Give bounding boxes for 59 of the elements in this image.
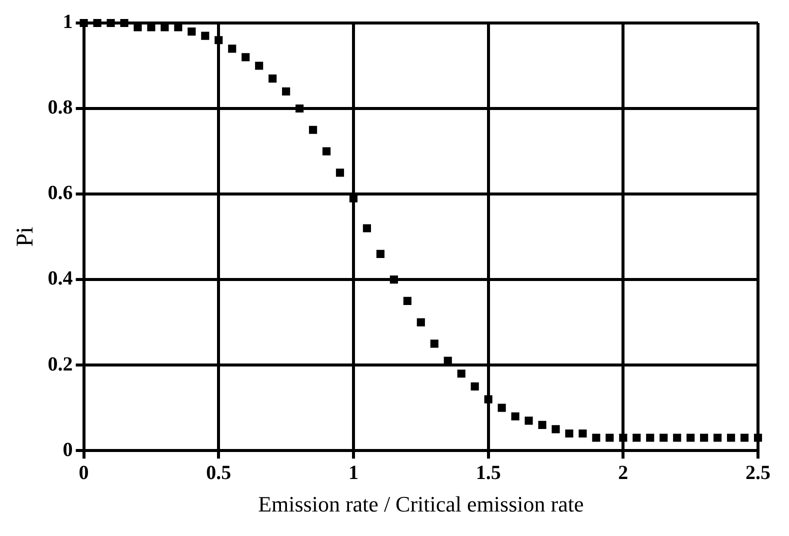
- point: [565, 429, 574, 438]
- x-tick-label: 1.5: [476, 462, 501, 484]
- point: [511, 412, 520, 420]
- point: [484, 395, 492, 404]
- x-tick-label: 0: [78, 462, 89, 484]
- point: [754, 434, 762, 442]
- point: [214, 36, 223, 44]
- point: [430, 340, 438, 348]
- x-tick-label: 1: [348, 462, 358, 484]
- point: [106, 18, 115, 28]
- x-tick-label: 2.5: [746, 462, 770, 484]
- y-tick-label: 0.6: [48, 182, 73, 204]
- point: [552, 425, 560, 434]
- y-tick-label: 0.8: [48, 96, 73, 119]
- point: [80, 18, 88, 28]
- point: [255, 62, 264, 70]
- point: [700, 434, 708, 442]
- point: [242, 53, 250, 62]
- point: [322, 147, 331, 156]
- x-axis-title: Emission rate / Critical emission rate: [258, 492, 584, 517]
- point: [282, 87, 290, 96]
- point: [606, 434, 614, 442]
- point: [336, 168, 344, 177]
- point: [578, 429, 587, 438]
- point: [201, 32, 210, 40]
- point: [403, 296, 412, 305]
- y-tick-label: 0: [62, 438, 73, 461]
- point: [308, 126, 318, 134]
- point: [498, 404, 506, 412]
- point: [120, 18, 128, 28]
- y-tick-label: 0.4: [48, 268, 73, 290]
- point: [93, 18, 102, 28]
- point: [457, 370, 466, 378]
- point: [714, 434, 722, 442]
- point: [726, 434, 736, 442]
- point: [228, 44, 236, 53]
- point: [646, 434, 654, 442]
- point: [416, 318, 425, 326]
- point: [376, 250, 384, 258]
- point: [362, 224, 371, 232]
- point: [619, 434, 628, 442]
- point: [470, 382, 479, 390]
- point: [188, 28, 196, 36]
- point: [740, 434, 749, 442]
- point: [524, 416, 533, 425]
- point: [673, 434, 682, 442]
- point: [632, 434, 641, 442]
- point: [538, 420, 546, 429]
- point: [592, 434, 600, 442]
- point: [390, 276, 398, 284]
- point: [660, 434, 668, 442]
- point: [296, 104, 304, 113]
- y-tick-label: 0.2: [48, 353, 73, 376]
- x-tick-label: 0.5: [206, 462, 232, 484]
- point: [686, 434, 695, 442]
- x-tick-label: 2: [618, 462, 628, 484]
- point: [268, 74, 277, 83]
- y-tick-label: 1: [62, 11, 73, 34]
- y-axis-title: Pi: [12, 226, 39, 247]
